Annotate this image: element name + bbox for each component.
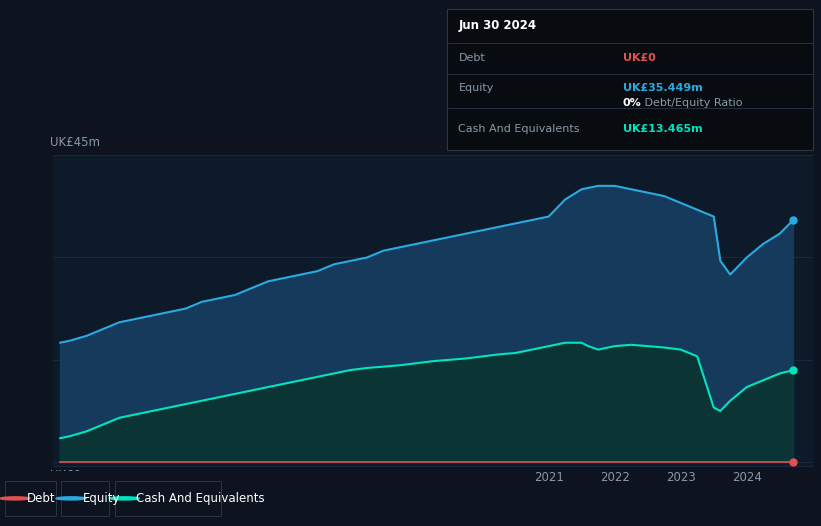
Text: UK£0: UK£0 [49,469,80,482]
Text: UK£35.449m: UK£35.449m [623,83,703,93]
Text: Debt/Equity Ratio: Debt/Equity Ratio [641,98,742,108]
Text: UK£45m: UK£45m [49,136,99,149]
Text: Debt: Debt [26,492,55,505]
Circle shape [0,497,30,500]
Text: Equity: Equity [83,492,120,505]
Circle shape [109,497,140,500]
Circle shape [56,497,86,500]
Text: Equity: Equity [458,83,493,93]
Text: Cash And Equivalents: Cash And Equivalents [458,124,580,134]
Text: UK£0: UK£0 [623,53,655,63]
Text: Cash And Equivalents: Cash And Equivalents [136,492,264,505]
Text: Jun 30 2024: Jun 30 2024 [458,19,537,33]
Text: 0%: 0% [623,98,641,108]
Text: Debt: Debt [458,53,485,63]
Text: UK£13.465m: UK£13.465m [623,124,703,134]
